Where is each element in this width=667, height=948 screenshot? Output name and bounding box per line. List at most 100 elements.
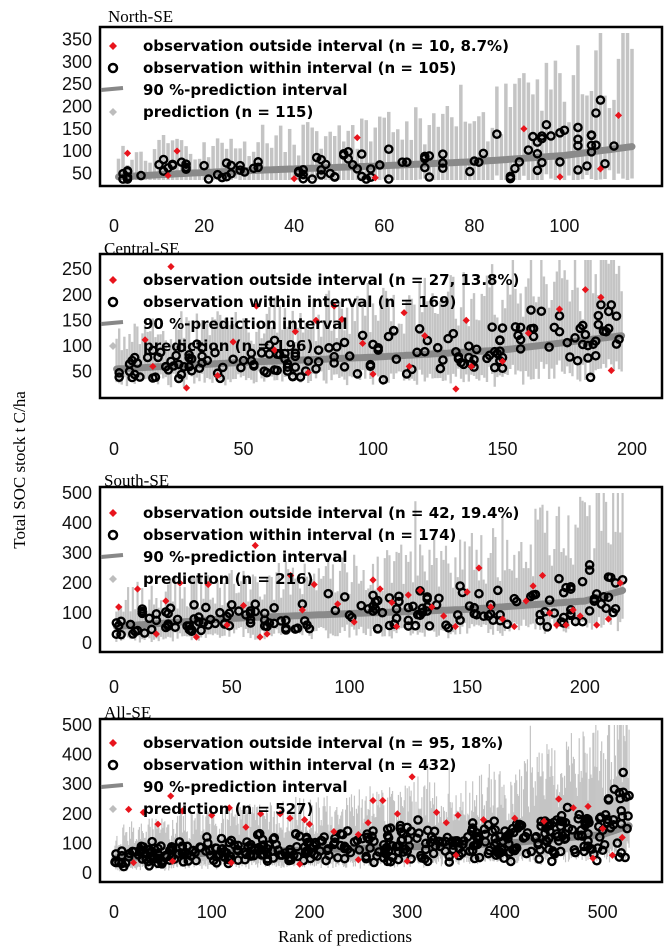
x-axis-title: Rank of predictions: [278, 927, 412, 946]
outside-point: [538, 571, 547, 580]
within-point: [129, 352, 140, 363]
y-tick-label: 200: [62, 97, 92, 117]
outside-point: [432, 808, 441, 816]
y-tick-label: 300: [62, 543, 92, 563]
within-point: [323, 588, 334, 599]
outside-point: [291, 328, 299, 336]
within-point: [547, 856, 557, 867]
panel-title: South-SE: [104, 471, 169, 490]
within-point: [585, 372, 596, 383]
within-point: [245, 608, 256, 619]
within-point: [193, 617, 204, 627]
within-point: [505, 171, 516, 182]
within-point: [299, 616, 310, 626]
x-tick-label: 150: [487, 439, 517, 459]
outside-point: [178, 807, 187, 815]
within-point: [383, 833, 394, 843]
x-tick-label: 50: [222, 677, 242, 697]
within-point: [424, 172, 435, 182]
within-point: [245, 614, 256, 625]
chart-panel-2: South-SE observation outside interval (n …: [62, 471, 664, 697]
legend-label: prediction (n = 196): [143, 337, 313, 355]
within-point: [541, 119, 552, 130]
within-point: [453, 353, 464, 364]
within-point: [111, 618, 122, 628]
within-point: [179, 362, 189, 372]
legend-label: observation within interval (n = 169): [143, 293, 456, 311]
within-point: [408, 601, 418, 612]
within-point: [167, 842, 178, 853]
within-point: [474, 852, 485, 863]
within-point: [515, 334, 526, 345]
y-tick-label: 0: [82, 863, 92, 883]
within-point: [577, 339, 588, 350]
within-point: [203, 174, 214, 184]
x-tick-label: 150: [452, 677, 482, 697]
outside-point: [529, 582, 537, 590]
within-point: [570, 333, 580, 343]
within-point: [580, 816, 590, 827]
within-point: [171, 350, 181, 361]
outside-point: [338, 315, 346, 323]
within-point: [424, 621, 435, 631]
within-point: [469, 602, 480, 613]
within-point: [253, 157, 263, 167]
within-point: [565, 610, 576, 621]
legend-label: observation within interval (n = 174): [143, 526, 456, 544]
within-point: [202, 355, 213, 366]
within-point: [469, 156, 480, 166]
outside-point: [286, 814, 294, 822]
within-point: [483, 611, 494, 621]
within-point: [208, 855, 219, 866]
within-point: [394, 596, 404, 607]
within-point: [479, 824, 490, 835]
within-point: [448, 844, 458, 855]
within-point: [330, 833, 340, 844]
within-point: [176, 342, 187, 353]
outside-point: [115, 603, 123, 611]
y-tick-label: 50: [72, 362, 92, 382]
within-point: [509, 593, 520, 604]
within-point: [580, 329, 591, 340]
outside-point: [392, 622, 401, 631]
within-point: [282, 359, 293, 369]
within-point: [157, 856, 167, 866]
legend-label: 90 %-prediction interval: [143, 315, 348, 333]
within-point: [435, 841, 446, 852]
within-point: [259, 366, 270, 376]
outside-point: [257, 810, 265, 818]
within-point: [557, 816, 568, 827]
within-point: [356, 149, 367, 159]
within-point: [382, 824, 393, 834]
gray-line-icon: [100, 783, 124, 789]
outside-point: [270, 346, 279, 354]
within-point: [253, 842, 264, 853]
outside-point: [371, 174, 379, 182]
within-point: [515, 344, 526, 354]
within-point: [464, 601, 475, 611]
black-open-circle-icon: [107, 296, 119, 308]
within-point: [497, 323, 508, 333]
within-point: [362, 829, 372, 839]
within-point: [252, 829, 263, 840]
within-point: [285, 854, 295, 864]
within-point: [377, 607, 388, 618]
within-point: [264, 340, 275, 350]
within-point: [363, 604, 374, 614]
outside-point: [239, 601, 248, 610]
outside-point: [376, 585, 384, 593]
within-point: [525, 591, 536, 602]
outside-point: [330, 827, 338, 836]
outside-point: [125, 805, 133, 813]
outside-point: [149, 362, 157, 371]
within-point: [535, 615, 545, 626]
within-point: [598, 326, 609, 336]
legend-label: observation within interval (n = 432): [143, 756, 456, 774]
outside-point: [593, 621, 601, 629]
within-point: [555, 157, 565, 167]
within-point: [354, 845, 365, 855]
x-tick-label: 100: [197, 902, 227, 922]
within-point: [432, 342, 443, 353]
within-point: [201, 602, 211, 613]
within-point: [137, 604, 148, 614]
